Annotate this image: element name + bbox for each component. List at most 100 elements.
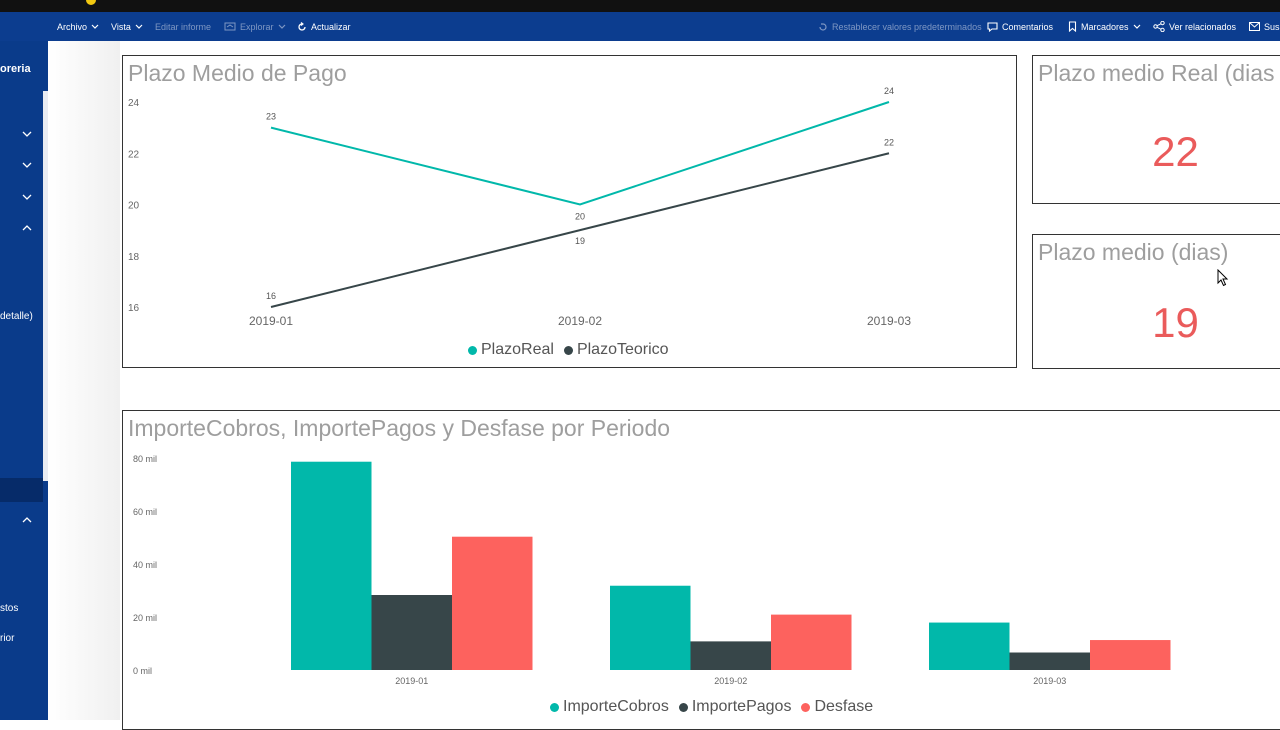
view-menu[interactable]: Vista [111, 12, 143, 41]
sidebar-item-stos[interactable]: stos [0, 603, 19, 614]
see-related-label: Ver relacionados [1169, 21, 1237, 32]
mouse-cursor-icon [1217, 269, 1229, 287]
kpi-card-real[interactable]: Plazo medio Real (dias 22 [1032, 55, 1280, 204]
data-label: 23 [266, 112, 276, 122]
explore-menu[interactable]: Explorar [224, 12, 286, 41]
bar-chart-title: ImporteCobros, ImportePagos y Desfase po… [128, 415, 671, 441]
x-tick-label: 2019-02 [714, 676, 747, 686]
legend-label: Desfase [814, 698, 874, 715]
bookmarks-label: Marcadores [1081, 21, 1129, 32]
file-menu[interactable]: Archivo [57, 12, 99, 41]
window-top-strip [0, 0, 1280, 12]
y-tick-label: 16 [128, 303, 140, 314]
x-tick-label: 2019-03 [867, 314, 911, 328]
sidebar-item-detalle[interactable]: detalle) [0, 311, 33, 322]
x-tick-label: 2019-01 [395, 676, 428, 686]
legend-label: PlazoTeorico [576, 341, 669, 358]
bar-importecobros [929, 622, 1010, 670]
y-tick-label: 60 mil [133, 507, 157, 517]
chevron-down-icon [1133, 24, 1140, 29]
comments-button[interactable]: Comentarios [987, 12, 1053, 41]
x-tick-label: 2019-02 [558, 314, 602, 328]
comment-icon [987, 21, 998, 32]
comments-label: Comentarios [1002, 21, 1054, 32]
bar-chart-visual[interactable]: ImporteCobros, ImportePagos y Desfase po… [122, 410, 1280, 730]
line-chart-visual[interactable]: Plazo Medio de Pago 24 22 20 18 16 2019-01 201… [122, 55, 1017, 368]
explore-icon [224, 22, 236, 30]
mail-icon [1249, 22, 1260, 31]
kpi-real-value: 22 [1152, 128, 1199, 175]
y-tick-label: 80 mil [133, 454, 157, 464]
bar-chart-plot: 80 mil 60 mil 40 mil 20 mil 0 mil 2019-01 2019… [133, 454, 1171, 686]
kpi-average-value: 19 [1152, 299, 1199, 346]
y-tick-label: 40 mil [133, 560, 157, 570]
data-label: 22 [884, 137, 894, 147]
legend-swatch [678, 702, 688, 712]
bar-chart-legend: ImporteCobros ImportePagos Desfase [550, 698, 873, 716]
sidebar-selected-item[interactable] [0, 478, 43, 502]
bar-desfase [452, 536, 533, 670]
legend-label: ImportePagos [691, 698, 792, 715]
share-nodes-icon [1153, 21, 1165, 32]
reset-defaults-label: Restablecer valores predeterminados [832, 21, 982, 32]
explore-label: Explorar [240, 21, 274, 32]
line-chart-legend: PlazoReal PlazoTeorico [468, 341, 669, 359]
legend-item-plazoteorico[interactable]: PlazoTeorico [563, 341, 669, 359]
chevron-up-icon[interactable] [22, 516, 32, 524]
bar-importepagos [371, 595, 452, 670]
app-logo-icon [86, 0, 96, 5]
x-tick-label: 2019-01 [249, 314, 293, 328]
legend-swatch [563, 345, 573, 355]
legend-swatch [801, 702, 811, 712]
subscribe-label: Sus [1264, 21, 1280, 32]
chevron-down-icon[interactable] [22, 193, 32, 201]
data-label: 16 [266, 291, 276, 301]
chevron-up-icon[interactable] [22, 224, 32, 232]
edit-report-label: Editar informe [155, 21, 212, 32]
undo-icon [819, 22, 827, 31]
edit-report-button[interactable]: Editar informe [155, 12, 211, 41]
chevron-down-icon [91, 24, 99, 29]
sidebar-item-rior[interactable]: rior [0, 633, 15, 644]
data-label: 20 [575, 212, 585, 222]
sidebar-scrollbar[interactable] [43, 91, 48, 481]
legend-item-importepagos[interactable]: ImportePagos [678, 698, 792, 716]
kpi-average-title: Plazo medio (dias) [1038, 239, 1229, 265]
sidebar-workspace-title: oreria [0, 63, 31, 75]
y-tick-label: 24 [128, 98, 140, 109]
legend-item-importecobros[interactable]: ImporteCobros [550, 698, 669, 716]
bookmarks-menu[interactable]: Marcadores [1068, 12, 1141, 41]
legend-label: PlazoReal [481, 341, 554, 358]
bar-importepagos [1009, 652, 1090, 670]
x-tick-label: 2019-03 [1033, 676, 1066, 686]
refresh-label: Actualizar [311, 21, 351, 32]
subscribe-button[interactable]: Sus [1249, 12, 1280, 41]
file-menu-label: Archivo [57, 21, 88, 32]
kpi-card-average[interactable]: Plazo medio (dias) 19 [1032, 234, 1280, 369]
kpi-real-title: Plazo medio Real (dias [1038, 60, 1275, 86]
bar-desfase [1090, 640, 1171, 670]
legend-label: ImporteCobros [563, 698, 669, 715]
chevron-down-icon [135, 24, 143, 29]
see-related-button[interactable]: Ver relacionados [1153, 12, 1236, 41]
data-label: 24 [884, 86, 894, 96]
chevron-down-icon[interactable] [22, 161, 32, 169]
report-toolbar: Archivo Vista Editar informe Explorar Ac… [0, 12, 1280, 41]
y-tick-label: 20 [128, 201, 140, 212]
series-line-plazoreal [270, 101, 890, 206]
y-tick-label: 18 [128, 252, 140, 263]
legend-item-desfase[interactable]: Desfase [801, 698, 873, 716]
reset-defaults-button[interactable]: Restablecer valores predeterminados [818, 12, 982, 41]
series-line-plazoteorico [270, 152, 890, 308]
refresh-button[interactable]: Actualizar [297, 12, 351, 41]
bar-desfase [771, 614, 852, 670]
refresh-icon [298, 21, 306, 31]
chevron-down-icon[interactable] [22, 130, 32, 138]
bar-importecobros [291, 461, 372, 670]
navigation-sidebar: oreria detalle) stos rior [0, 41, 48, 720]
legend-item-plazoreal[interactable]: PlazoReal [468, 341, 554, 359]
canvas-margin [48, 41, 120, 720]
line-chart-plot: 24 22 20 18 16 2019-01 2019-02 2019-03 23 20 24 16 1… [128, 86, 911, 328]
chevron-down-icon [278, 24, 285, 29]
view-menu-label: Vista [111, 21, 131, 32]
